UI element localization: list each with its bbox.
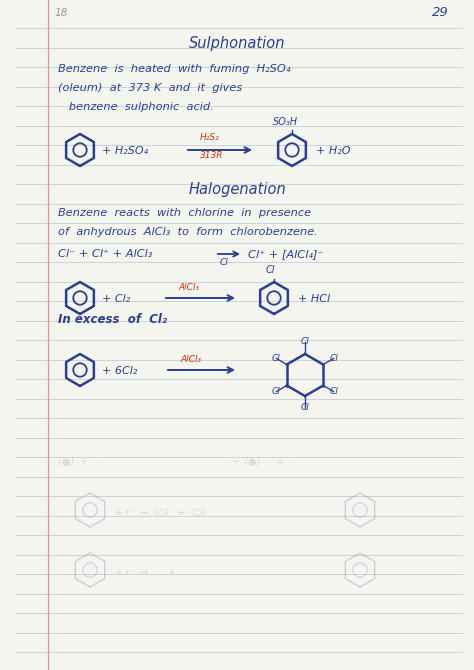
Text: Sulphonation: Sulphonation: [189, 36, 285, 51]
Text: (●)  +  ···: (●) + ···: [58, 457, 104, 467]
Text: →  (●)···  +  ··: → (●)··· + ··: [230, 457, 297, 467]
Text: + HCl: + HCl: [298, 294, 330, 304]
Text: Benzene  reacts  with  chlorine  in  presence: Benzene reacts with chlorine in presence: [58, 208, 311, 218]
Text: + 6Cl₂: + 6Cl₂: [102, 366, 137, 376]
Text: Cl⁺ + [AlCl₄]⁻: Cl⁺ + [AlCl₄]⁻: [248, 249, 323, 259]
Text: + r··  →  ···  +  ··: + r·· → ··· + ··: [115, 568, 187, 577]
Text: + H₂SO₄: + H₂SO₄: [102, 146, 148, 156]
Text: SO₃H: SO₃H: [273, 117, 299, 127]
Text: 29: 29: [432, 6, 449, 19]
Text: Cl: Cl: [301, 403, 310, 413]
Text: H₂S₂: H₂S₂: [200, 133, 220, 142]
Text: AlCl₃: AlCl₃: [180, 355, 201, 364]
Text: Benzene  is  heated  with  fuming  H₂SO₄: Benzene is heated with fuming H₂SO₄: [58, 64, 291, 74]
Text: Halogenation: Halogenation: [188, 182, 286, 197]
Text: Cl: Cl: [329, 354, 338, 363]
Text: In excess  of  Cl₂: In excess of Cl₂: [58, 313, 167, 326]
Text: Cl: Cl: [272, 387, 281, 396]
Text: 313R: 313R: [200, 151, 224, 160]
Text: (oleum)  at  373 K  and  it  gives: (oleum) at 373 K and it gives: [58, 83, 242, 93]
Text: + Cl₂: + Cl₂: [102, 294, 130, 304]
Text: Cl: Cl: [301, 338, 310, 346]
Text: Cl: Cl: [272, 354, 281, 363]
Text: Cl: Cl: [265, 265, 275, 275]
Text: 18: 18: [55, 8, 68, 18]
Text: Cl: Cl: [329, 387, 338, 396]
Text: + r··  →  (○)·  +  (○): + r·· → (○)· + (○): [115, 508, 206, 517]
Text: + H₂O: + H₂O: [316, 146, 350, 156]
Text: Cl⁻ + Cl⁺ + AlCl₃: Cl⁻ + Cl⁺ + AlCl₃: [58, 249, 152, 259]
Text: Cl: Cl: [219, 258, 228, 267]
Text: AlCl₃: AlCl₃: [178, 283, 199, 292]
Text: benzene  sulphonic  acid.: benzene sulphonic acid.: [58, 102, 214, 112]
Text: of  anhydrous  AlCl₃  to  form  chlorobenzene.: of anhydrous AlCl₃ to form chlorobenzene…: [58, 227, 318, 237]
